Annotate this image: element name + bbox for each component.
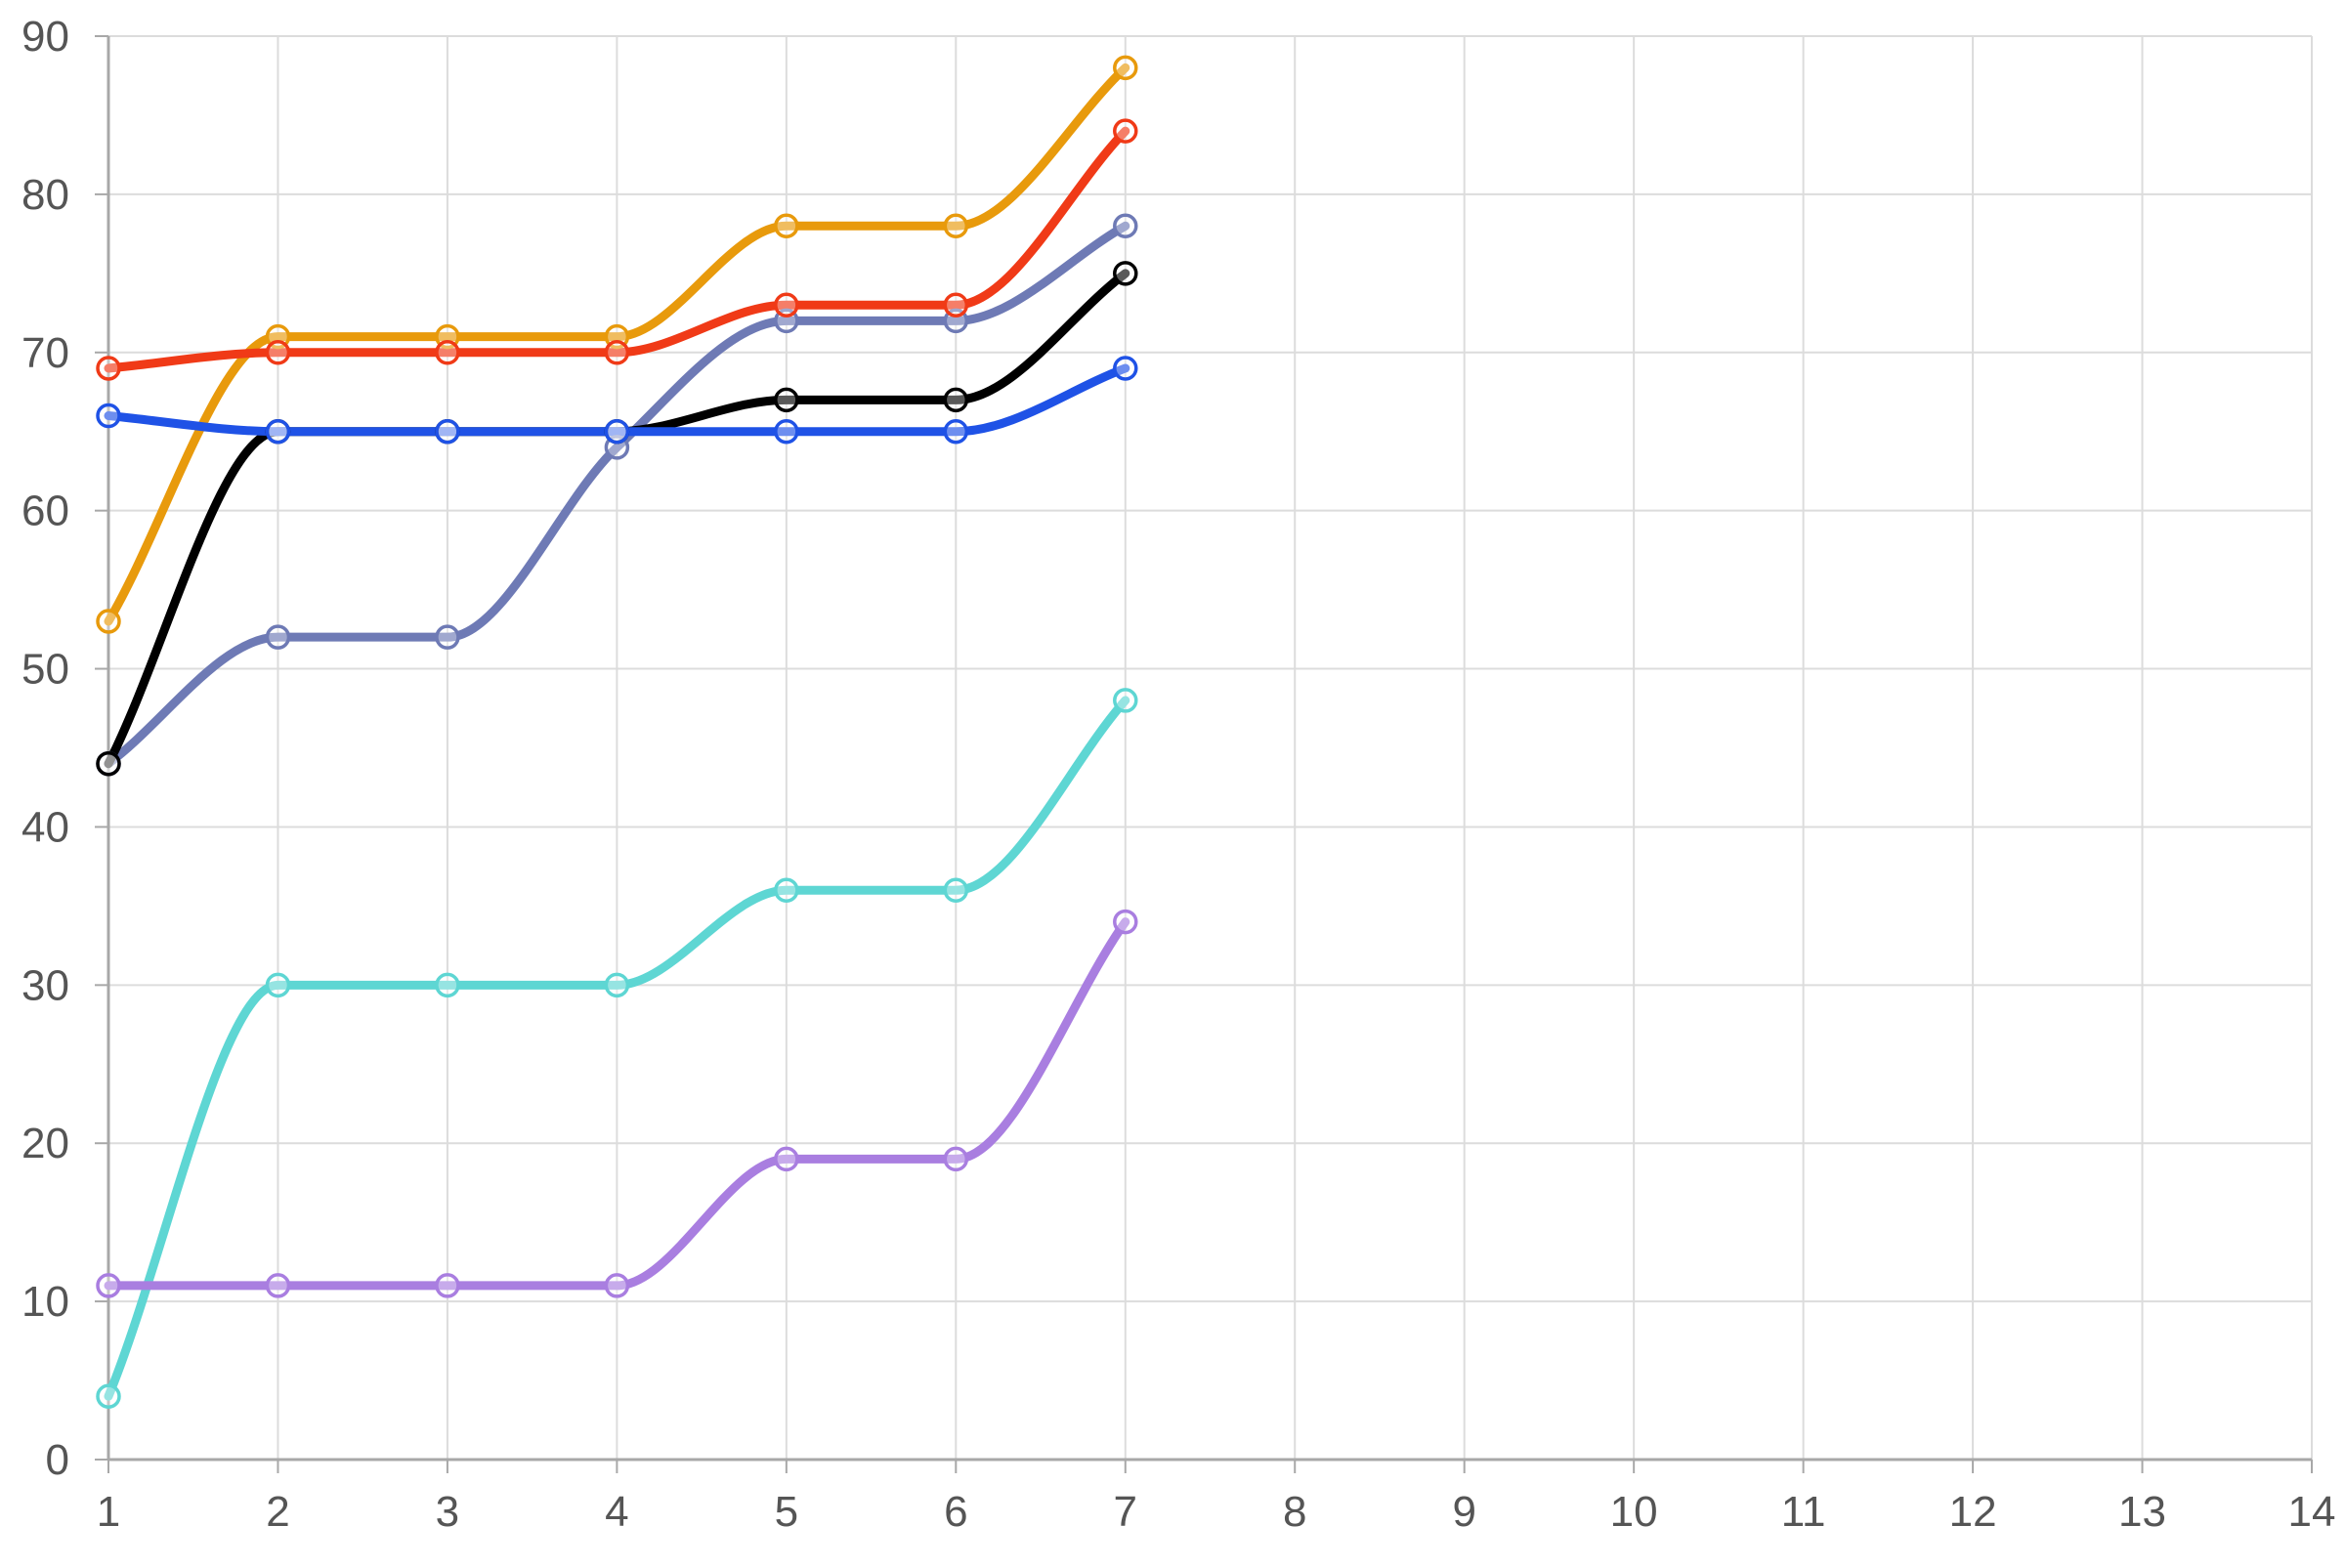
series-line-6 — [104, 917, 1130, 1291]
data-point-s6-p0 — [96, 1273, 121, 1298]
data-point-s5-p2 — [435, 972, 460, 998]
y-tick-label: 80 — [21, 171, 69, 219]
x-tick-label: 14 — [2288, 1488, 2336, 1536]
data-point-s6-p4 — [774, 1146, 799, 1172]
axes — [95, 35, 2313, 1473]
data-point-s1-p5 — [943, 213, 969, 239]
x-tick-label: 13 — [2118, 1488, 2166, 1536]
data-point-s6-p2 — [435, 1273, 460, 1298]
grid — [107, 35, 2313, 1461]
data-point-s5-p5 — [943, 877, 969, 903]
x-tick-label: 4 — [605, 1488, 628, 1536]
data-point-s6-p6 — [1113, 909, 1138, 935]
data-point-s3-p0 — [96, 750, 121, 777]
data-point-s0-p1 — [265, 624, 291, 650]
data-point-s3-p5 — [943, 387, 969, 413]
y-tick-label: 10 — [21, 1278, 69, 1326]
data-point-s4-p3 — [604, 418, 630, 445]
data-point-s4-p5 — [943, 418, 969, 445]
data-point-s4-p6 — [1113, 356, 1138, 381]
data-point-s2-p2 — [435, 340, 460, 365]
data-point-s5-p4 — [774, 877, 799, 903]
series-line-2 — [104, 126, 1130, 373]
data-point-s4-p4 — [774, 418, 799, 445]
data-point-s1-p6 — [1113, 55, 1138, 81]
y-tick-label: 90 — [21, 13, 69, 61]
x-tick-label: 7 — [1114, 1488, 1137, 1536]
data-point-s2-p4 — [774, 292, 799, 318]
x-tick-label: 3 — [436, 1488, 459, 1536]
data-points — [96, 55, 1138, 1409]
data-point-s1-p0 — [96, 609, 121, 634]
x-tick-label: 12 — [1949, 1488, 1997, 1536]
data-point-s4-p1 — [265, 418, 291, 445]
data-point-s4-p0 — [96, 403, 121, 429]
data-point-s5-p6 — [1113, 688, 1138, 713]
y-tick-label: 50 — [21, 646, 69, 694]
y-tick-label: 30 — [21, 961, 69, 1009]
data-point-s2-p0 — [96, 356, 121, 381]
data-point-s2-p1 — [265, 340, 291, 365]
data-point-s6-p3 — [604, 1273, 630, 1298]
data-point-s5-p1 — [265, 972, 291, 998]
data-point-s5-p3 — [604, 972, 630, 998]
data-point-s0-p2 — [435, 624, 460, 650]
x-tick-label: 8 — [1283, 1488, 1306, 1536]
series-line-0 — [104, 221, 1130, 769]
data-point-s4-p2 — [435, 418, 460, 445]
x-tick-label: 5 — [775, 1488, 798, 1536]
y-tick-label: 60 — [21, 487, 69, 535]
data-point-s6-p5 — [943, 1146, 969, 1172]
x-tick-label: 9 — [1452, 1488, 1475, 1536]
x-tick-label: 1 — [97, 1488, 120, 1536]
y-tick-label: 0 — [46, 1436, 69, 1484]
y-tick-label: 70 — [21, 329, 69, 377]
data-point-s0-p6 — [1113, 213, 1138, 239]
x-tick-label: 2 — [266, 1488, 289, 1536]
data-point-s1-p4 — [774, 213, 799, 239]
x-tick-label: 6 — [944, 1488, 967, 1536]
y-tick-label: 20 — [21, 1120, 69, 1167]
data-point-s3-p6 — [1113, 261, 1138, 286]
data-point-s5-p0 — [96, 1383, 121, 1409]
data-point-s2-p3 — [604, 340, 630, 365]
y-tick-label: 40 — [21, 803, 69, 851]
x-tick-label: 11 — [1781, 1488, 1826, 1536]
data-point-s2-p6 — [1113, 118, 1138, 144]
data-point-s3-p4 — [774, 387, 799, 413]
data-point-s2-p5 — [943, 292, 969, 318]
x-tick-label: 10 — [1610, 1488, 1658, 1536]
series-line-4 — [104, 363, 1130, 437]
data-point-s6-p1 — [265, 1273, 291, 1298]
